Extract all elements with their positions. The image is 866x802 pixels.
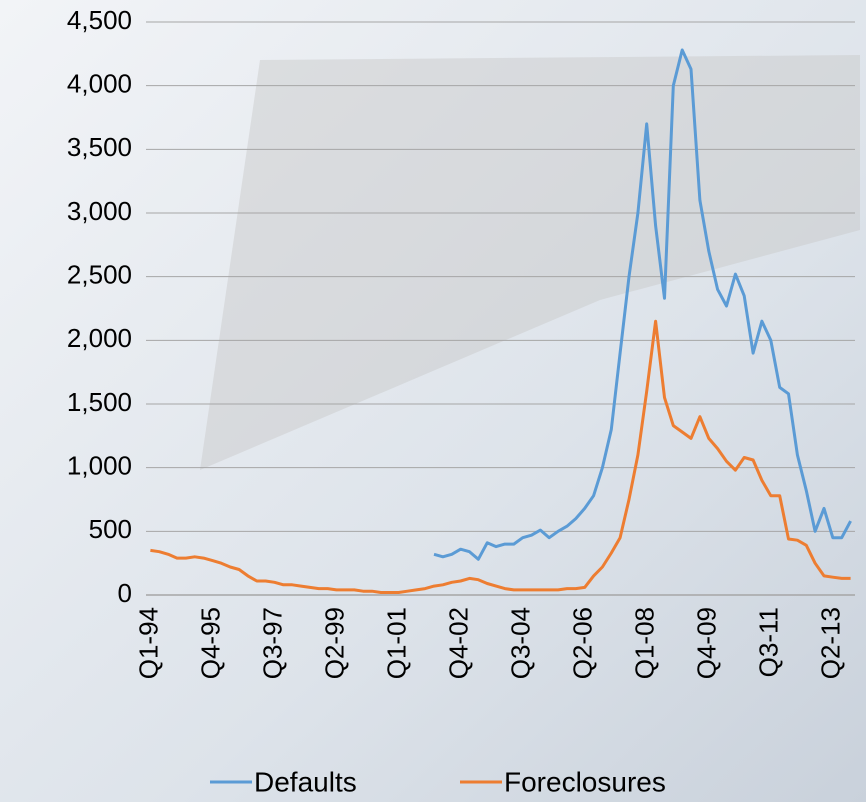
y-tick-label: 4,500 [67, 5, 132, 35]
legend-label: Defaults [254, 766, 357, 797]
x-tick-label: Q3-04 [506, 607, 536, 679]
y-tick-label: 2,500 [67, 260, 132, 290]
x-tick-label: Q4-95 [195, 607, 225, 679]
x-tick-label: Q3-97 [257, 607, 287, 679]
x-tick-label: Q1-08 [630, 607, 660, 679]
y-tick-label: 3,500 [67, 132, 132, 162]
x-tick-label: Q2-06 [568, 607, 598, 679]
y-tick-label: 2,000 [67, 323, 132, 353]
y-tick-label: 0 [118, 578, 132, 608]
x-tick-label: Q4-09 [692, 607, 722, 679]
y-tick-label: 500 [89, 514, 132, 544]
y-tick-label: 1,500 [67, 387, 132, 417]
y-tick-label: 4,000 [67, 69, 132, 99]
x-tick-label: Q2-99 [319, 607, 349, 679]
x-tick-label: Q1-94 [133, 607, 163, 679]
chart: 0 500 1,000 1,500 2,000 2,500 3,000 3,500 4,000 4… [0, 0, 866, 802]
x-tick-label: Q1-01 [381, 607, 411, 679]
x-tick-label: Q3-11 [754, 607, 784, 677]
legend-label: Foreclosures [504, 766, 666, 797]
y-tick-label: 3,000 [67, 196, 132, 226]
x-tick-label: Q2-13 [816, 607, 846, 679]
y-tick-label: 1,000 [67, 451, 132, 481]
x-tick-label: Q4-02 [443, 607, 473, 679]
